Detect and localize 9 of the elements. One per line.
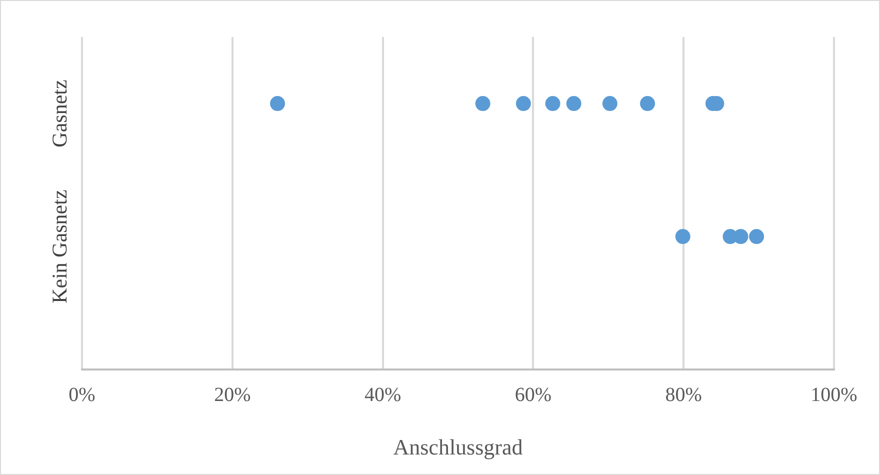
x-tick-label: 100% (810, 384, 858, 406)
x-tick-label: 0% (68, 384, 96, 406)
y-tick-label: Gasnetz (48, 80, 72, 148)
x-tick-label: 20% (214, 384, 251, 406)
x-tick-label: 40% (364, 384, 402, 406)
x-tick-label: 80% (665, 384, 702, 406)
y-tick-label: Kein Gasnetz (48, 190, 72, 304)
x-tick-label: 60% (514, 384, 552, 406)
x-axis-title: Anschlussgrad (393, 434, 523, 460)
